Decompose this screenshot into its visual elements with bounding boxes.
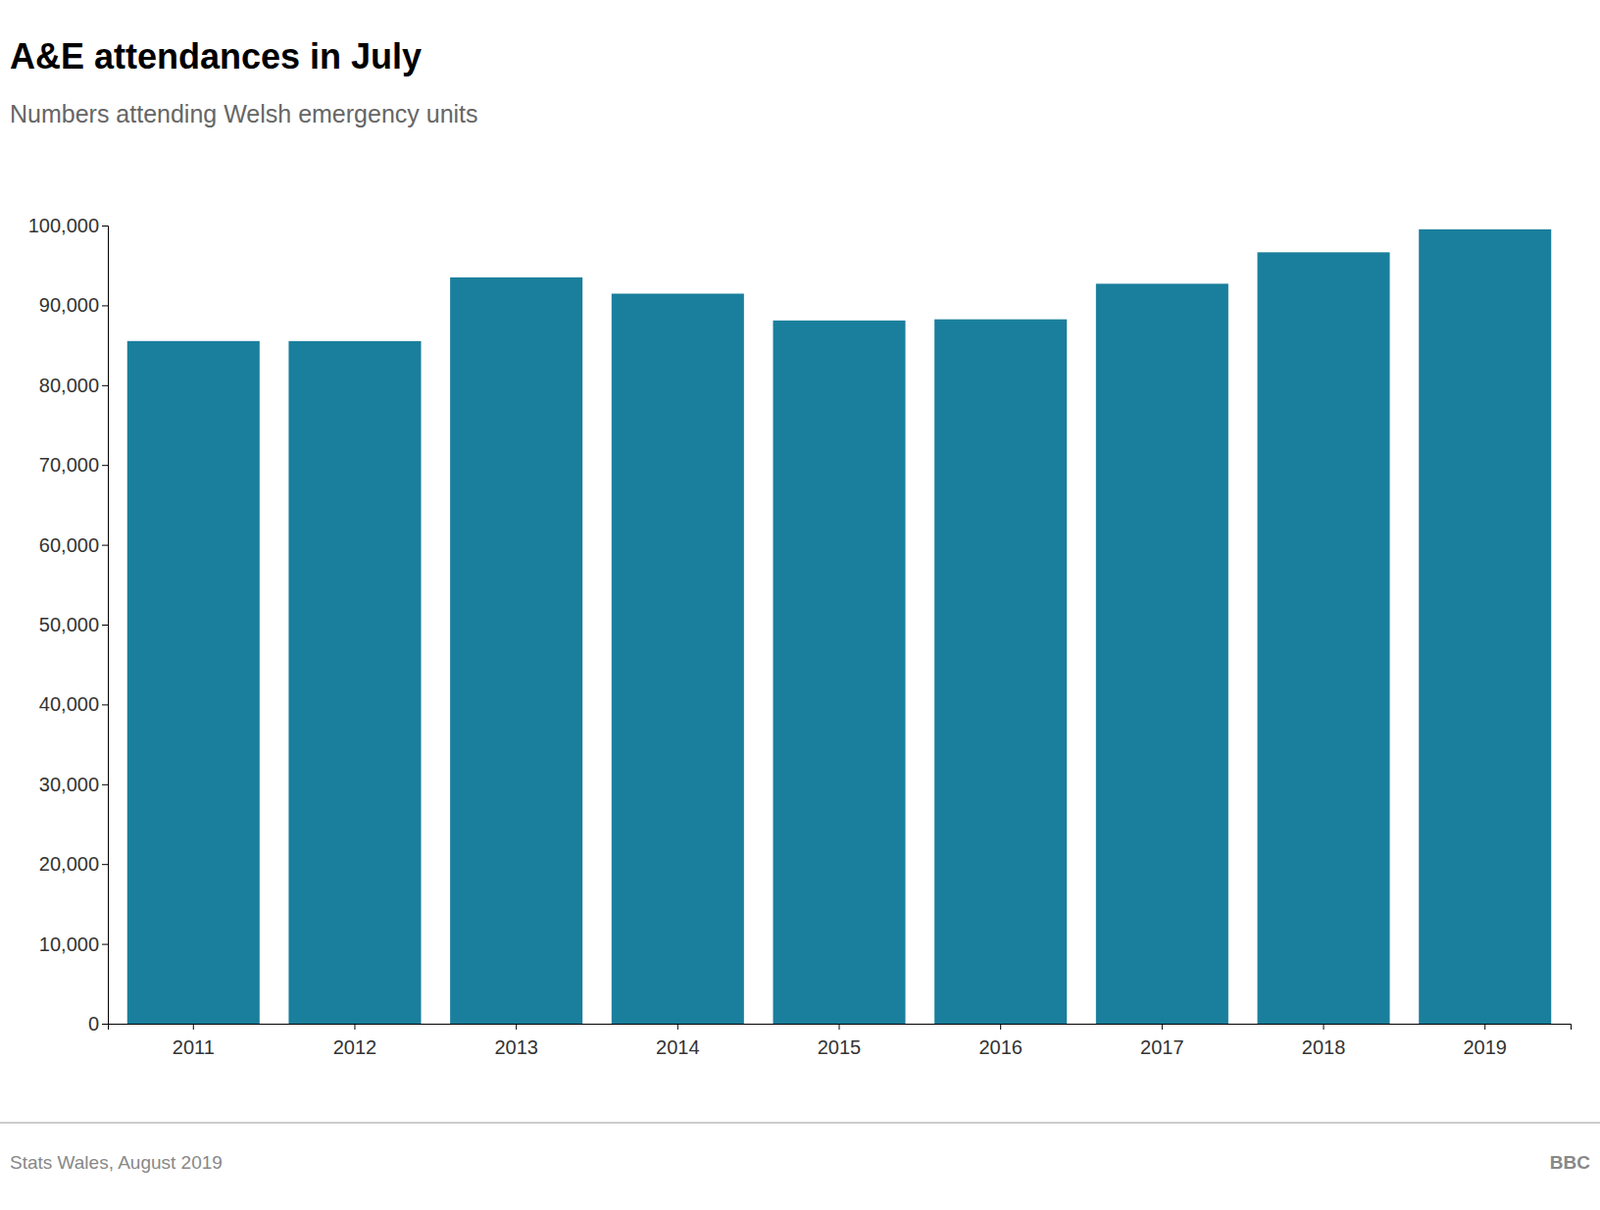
x-tick-label: 2014 xyxy=(655,1036,700,1058)
bar xyxy=(1096,283,1229,1024)
y-axis-line xyxy=(101,226,109,1025)
x-axis-line xyxy=(108,1024,1572,1031)
footer-rule xyxy=(0,1121,1600,1124)
y-tick-label: 20,000 xyxy=(39,852,100,875)
x-tick: 2015 xyxy=(817,1023,862,1058)
y-tick: 80,000 xyxy=(39,374,108,397)
y-tick-label: 80,000 xyxy=(39,374,100,397)
x-tick-mark xyxy=(1161,1023,1163,1030)
x-tick-mark xyxy=(353,1023,355,1030)
y-tick-label: 0 xyxy=(88,1012,100,1035)
y-tick-label: 60,000 xyxy=(39,534,100,556)
y-tick-label: 70,000 xyxy=(39,453,100,476)
y-tick-mark xyxy=(101,545,108,547)
bar xyxy=(934,319,1067,1024)
x-tick-mark xyxy=(1323,1023,1325,1030)
x-tick: 2013 xyxy=(494,1023,538,1058)
x-tick-mark xyxy=(1000,1023,1001,1030)
x-tick: 2014 xyxy=(655,1023,700,1058)
x-tick-mark xyxy=(677,1023,679,1030)
y-axis: 0 10,000 20,000 30,000 40,000 50,000 60,000 70,… xyxy=(28,214,109,1035)
x-tick-label: 2015 xyxy=(817,1036,862,1058)
x-tick: 2012 xyxy=(333,1023,378,1058)
y-tick: 90,000 xyxy=(39,294,108,316)
x-tick-mark xyxy=(839,1023,841,1030)
bar xyxy=(1418,229,1551,1024)
x-tick-mark xyxy=(515,1023,517,1030)
x-tick-label: 2017 xyxy=(1140,1036,1185,1058)
y-tick: 60,000 xyxy=(39,534,108,556)
bar xyxy=(1257,251,1391,1024)
bar xyxy=(127,341,260,1024)
chart: A&E attendances in July Numbers attending… xyxy=(0,0,1600,1210)
y-tick-mark xyxy=(101,1023,108,1025)
y-tick-mark xyxy=(101,225,108,227)
y-tick-label: 100,000 xyxy=(28,214,100,237)
x-tick-label: 2011 xyxy=(172,1036,215,1058)
x-tick-label: 2013 xyxy=(494,1036,538,1058)
bar xyxy=(772,320,905,1024)
y-tick-label: 10,000 xyxy=(39,933,100,955)
y-tick-mark xyxy=(101,304,108,306)
y-tick-mark xyxy=(101,703,108,705)
y-tick: 0 xyxy=(88,1012,108,1035)
x-tick-mark xyxy=(1484,1023,1486,1030)
bar xyxy=(450,277,583,1024)
y-tick: 50,000 xyxy=(39,613,108,636)
y-tick-label: 90,000 xyxy=(39,294,100,316)
bars xyxy=(127,229,1551,1024)
x-tick: 2019 xyxy=(1462,1023,1507,1058)
x-tick: 2011 xyxy=(172,1023,215,1058)
x-axis: 2011 2012 2013 2014 2015 2016 2017 2018 2019 xyxy=(108,1023,1572,1058)
y-tick-mark xyxy=(101,944,108,946)
y-tick-mark xyxy=(101,863,108,865)
y-tick-mark xyxy=(101,784,108,786)
y-tick: 100,000 xyxy=(28,214,108,237)
x-tick: 2018 xyxy=(1301,1023,1347,1058)
plot: 0 10,000 20,000 30,000 40,000 50,000 60,000 70,… xyxy=(28,214,1572,1058)
footer-source: Stats Wales, August 2019 xyxy=(9,1151,223,1173)
y-tick-mark xyxy=(101,464,108,466)
y-tick: 40,000 xyxy=(39,693,108,715)
x-tick-mark xyxy=(193,1023,195,1030)
title: A&E attendances in July xyxy=(9,36,422,77)
y-tick: 10,000 xyxy=(39,933,108,955)
x-tick-label: 2012 xyxy=(333,1036,378,1058)
y-tick-label: 40,000 xyxy=(39,693,100,715)
bar xyxy=(288,341,421,1024)
y-tick-mark xyxy=(101,624,108,626)
y-tick-mark xyxy=(101,385,108,387)
footer-brand: BBC xyxy=(1550,1151,1591,1173)
x-tick-label: 2018 xyxy=(1301,1036,1347,1058)
x-tick: 2017 xyxy=(1140,1023,1185,1058)
bar xyxy=(611,293,745,1024)
y-tick-label: 50,000 xyxy=(39,613,100,636)
y-tick-label: 30,000 xyxy=(39,773,100,796)
y-tick: 30,000 xyxy=(39,773,108,796)
x-tick-label: 2016 xyxy=(978,1036,1023,1058)
x-tick-label: 2019 xyxy=(1462,1036,1507,1058)
y-tick: 70,000 xyxy=(39,453,108,476)
subtitle: Numbers attending Welsh emergency units xyxy=(9,100,479,128)
x-tick: 2016 xyxy=(978,1023,1023,1058)
y-tick: 20,000 xyxy=(39,852,108,875)
